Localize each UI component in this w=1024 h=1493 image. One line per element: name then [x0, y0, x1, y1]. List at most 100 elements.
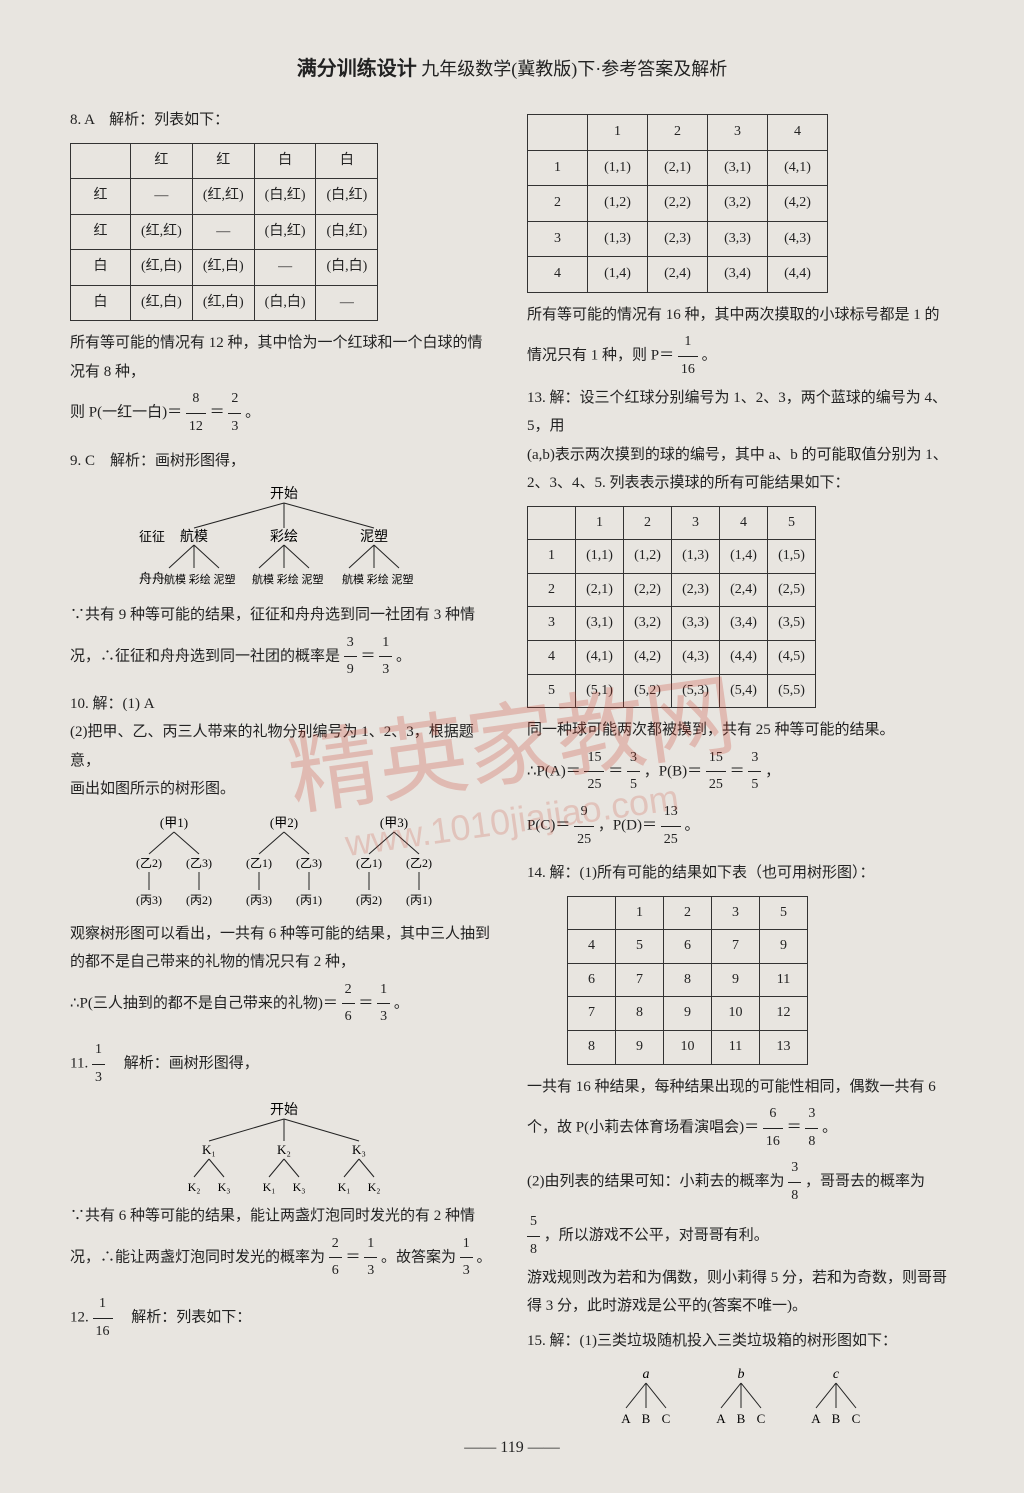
q15-label: 15. 解：(1)三类垃圾随机投入三类垃圾箱的树形图如下：	[527, 1327, 954, 1356]
q12: 12. 116 解析：列表如下：	[70, 1291, 497, 1345]
q11-eq: ＝	[346, 1249, 361, 1265]
svg-text:(乙2): (乙2)	[136, 856, 162, 870]
q13-pc-pre: P(C)＝	[527, 817, 570, 833]
q14-l3: (2)由列表的结果可知：小莉去的概率为 38 ，哥哥去的概率为	[527, 1155, 954, 1209]
q10-tree-svg: (甲1) (甲2) (甲3) (乙2)(乙3) (乙1)(乙3) (乙1)(乙2…	[114, 812, 454, 912]
t12-frac: 116	[678, 329, 698, 383]
q11-l1: ∵共有 6 种等可能的结果，能让两盏灯泡同时发光的有 2 种情	[70, 1202, 497, 1231]
svg-text:K₁: K₁	[337, 1180, 350, 1194]
q11-f1: 26	[329, 1231, 342, 1285]
svg-text:K₃: K₃	[352, 1142, 366, 1157]
q14: 14. 解：(1)所有可能的结果如下表（也可用树形图）： 12354567967…	[527, 859, 954, 1321]
q9-tree: 开始 征征 航模 彩绘 泥塑 舟舟 航模 彩绘 泥塑 航模 彩绘 泥塑 航模 彩…	[70, 483, 497, 593]
q11-tree: 开始 K₁K₂K₃ K₂K₃ K₁K₃ K₁K₂	[70, 1099, 497, 1194]
q13-label: 13. 解：设三个红球分别编号为 1、2、3，两个蓝球的编号为 4、5，用	[527, 384, 954, 441]
svg-text:航模: 航模	[180, 529, 208, 545]
q12-pre: 12.	[70, 1309, 93, 1325]
q11-tree-svg: 开始 K₁K₂K₃ K₂K₃ K₁K₃ K₁K₂	[154, 1099, 414, 1194]
q13-pc1: 925	[574, 799, 594, 853]
svg-text:征征: 征征	[139, 529, 165, 544]
q8-l3-pre: 则 P(一红一白)＝	[70, 405, 182, 421]
q12-frac: 116	[93, 1291, 113, 1345]
q10-l2: 画出如图所示的树形图。	[70, 775, 497, 804]
q9-eq: ＝	[361, 648, 376, 664]
q11: 11. 13 解析：画树形图得， 开始 K₁K₂K₃ K₂K₃ K₁K₃ K₁K…	[70, 1037, 497, 1285]
q9-f1: 39	[344, 630, 357, 684]
q14-f4: 58	[527, 1209, 540, 1263]
svg-text:B: B	[831, 1411, 840, 1426]
svg-text:(甲1): (甲1)	[159, 815, 187, 830]
svg-text:(甲2): (甲2)	[269, 815, 297, 830]
svg-text:(乙3): (乙3)	[186, 856, 212, 870]
q8-frac2: 23	[228, 386, 241, 440]
svg-text:K₂: K₂	[277, 1142, 291, 1157]
q8-period: 。	[245, 405, 260, 421]
q9: 9. C 解析：画树形图得， 开始 征征 航模 彩绘 泥塑 舟舟 航模 彩绘 泥…	[70, 447, 497, 684]
svg-text:K₁: K₁	[202, 1142, 216, 1157]
q14-l4-text: ，所以游戏不公平，对哥哥有利。	[544, 1228, 769, 1244]
q8-label: 8. A 解析：列表如下：	[70, 106, 497, 135]
svg-text:A: A	[621, 1411, 631, 1426]
q8-line3: 则 P(一红一白)＝ 812 ＝ 23 。	[70, 386, 497, 440]
q9-tree-svg: 开始 征征 航模 彩绘 泥塑 舟舟 航模 彩绘 泥塑 航模 彩绘 泥塑 航模 彩…	[134, 483, 434, 593]
q14-eq: ＝	[787, 1120, 802, 1136]
q11-l2-pre: 况，∴能让两盏灯泡同时发光的概率为	[70, 1249, 325, 1265]
svg-text:航模 彩绘 泥塑: 航模 彩绘 泥塑	[252, 572, 324, 586]
svg-text:(乙1): (乙1)	[246, 856, 272, 870]
svg-text:B: B	[736, 1411, 745, 1426]
svg-text:(丙2): (丙2)	[186, 893, 212, 907]
two-column-layout: 8. A 解析：列表如下： 红红白白红—(红,红)(白,红)(白,红)红(红,红…	[70, 106, 954, 1441]
q8-line2: 况有 8 种，	[70, 358, 497, 387]
page-header: 满分训练设计 九年级数学(冀教版)下·参考答案及解析	[70, 50, 954, 88]
q10-l3: 观察树形图可以看出，一共有 6 种等可能的结果，其中三人抽到	[70, 920, 497, 949]
q13-table: 123451(1,1)(1,2)(1,3)(1,4)(1,5)2(2,1)(2,…	[527, 506, 816, 709]
q10-label: 10. 解：(1) A	[70, 690, 497, 719]
q15-tree-svg: a b c ABC ABC ABC	[591, 1363, 891, 1433]
q14-f2: 38	[805, 1101, 818, 1155]
q14-l2: 个，故 P(小莉去体育场看演唱会)＝ 616 ＝ 38 。	[527, 1101, 954, 1155]
q15: 15. 解：(1)三类垃圾随机投入三类垃圾箱的树形图如下： a b c ABC …	[527, 1327, 954, 1434]
q13-l1: (a,b)表示两次摸到的球的编号，其中 a、b 的可能取值分别为 1、	[527, 441, 954, 470]
q10-eq: ＝	[358, 995, 373, 1011]
q14-l3-pre: (2)由列表的结果可知：小莉去的概率为	[527, 1174, 785, 1190]
q13-pa1: 1525	[584, 745, 604, 799]
q10-l5-pre: ∴P(三人抽到的都不是自己带来的礼物)＝	[70, 995, 338, 1011]
header-rest: 九年级数学(冀教版)下·参考答案及解析	[421, 59, 727, 79]
svg-text:(丙1): (丙1)	[406, 893, 432, 907]
svg-text:(乙3): (乙3)	[296, 856, 322, 870]
q9-period: 。	[396, 648, 411, 664]
q14-l6: 得 3 分，此时游戏是公平的(答案不唯一)。	[527, 1292, 954, 1321]
t12-period: 。	[702, 348, 717, 364]
q13-pb-pre: ，P(B)＝	[644, 763, 702, 779]
q9-line1: ∵共有 9 种等可能的结果，征征和舟舟选到同一社团有 3 种情	[70, 601, 497, 630]
q10-period: 。	[394, 995, 409, 1011]
page-number: 119	[500, 1439, 523, 1456]
q13-pa-pre: ∴P(A)＝	[527, 763, 581, 779]
q10-f2: 13	[377, 977, 390, 1031]
q13-l3: 同一种球可能两次都被摸到，共有 25 种等可能的结果。	[527, 716, 954, 745]
q11-label: 11. 13 解析：画树形图得，	[70, 1037, 497, 1091]
q13-eq1: ＝	[608, 763, 623, 779]
q10-tree: (甲1) (甲2) (甲3) (乙2)(乙3) (乙1)(乙3) (乙1)(乙2…	[70, 812, 497, 912]
svg-text:c: c	[832, 1367, 839, 1382]
q14-l4: 58 ，所以游戏不公平，对哥哥有利。	[527, 1209, 954, 1263]
q13-pb2: 35	[748, 745, 761, 799]
svg-text:彩绘: 彩绘	[270, 529, 298, 545]
svg-text:C: C	[851, 1411, 860, 1426]
q13-comma: ，	[765, 763, 780, 779]
q13-l2: 2、3、4、5. 列表表示摸球的所有可能结果如下：	[527, 469, 954, 498]
q10-f1: 26	[342, 977, 355, 1031]
q13-pb1: 1525	[706, 745, 726, 799]
page-footer: —— 119 ——	[0, 1433, 1024, 1463]
svg-text:A: A	[716, 1411, 726, 1426]
q9-f2: 13	[379, 630, 392, 684]
q12-post: 解析：列表如下：	[116, 1309, 251, 1325]
q13-pa: ∴P(A)＝ 1525 ＝ 35 ，P(B)＝ 1525 ＝ 35 ，	[527, 745, 954, 799]
left-column: 8. A 解析：列表如下： 红红白白红—(红,红)(白,红)(白,红)红(红,红…	[70, 106, 497, 1441]
q13-pd-pre: ，P(D)＝	[598, 817, 657, 833]
svg-text:(乙1): (乙1)	[356, 856, 382, 870]
svg-text:C: C	[756, 1411, 765, 1426]
q14-l2-pre: 个，故 P(小莉去体育场看演唱会)＝	[527, 1120, 759, 1136]
svg-text:K₁: K₁	[262, 1180, 275, 1194]
q13-period: 。	[685, 817, 700, 833]
